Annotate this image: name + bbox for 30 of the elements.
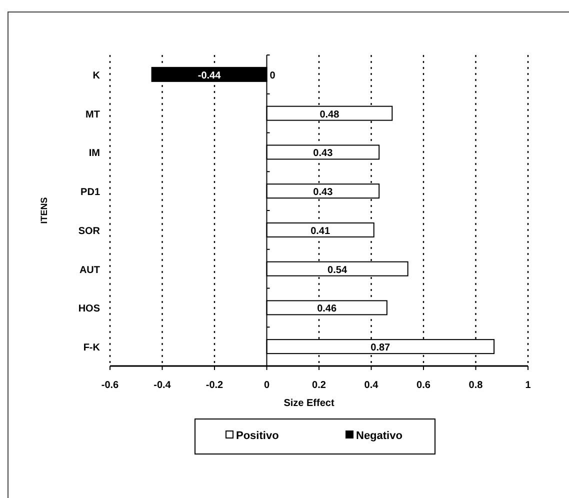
y-axis-title: ITENS <box>39 197 49 224</box>
y-tick-label: SOR <box>78 226 101 237</box>
y-tick-label: K <box>92 70 101 82</box>
legend-label: Negativo <box>356 430 403 442</box>
x-tick-label: -0.4 <box>154 380 172 391</box>
y-tick-label: AUT <box>79 264 100 276</box>
x-axis-title: Size Effect <box>284 398 335 409</box>
data-label: 0.41 <box>310 226 330 237</box>
legend-label: Positivo <box>236 430 280 442</box>
x-tick-label: 0.2 <box>312 380 326 391</box>
x-tick-label: -0.6 <box>101 380 120 391</box>
x-tick-label: -0.2 <box>206 380 224 391</box>
x-tick-label: 0.8 <box>468 380 484 391</box>
x-tick-label: 0.6 <box>416 380 431 391</box>
data-label: 0.46 <box>317 304 338 315</box>
data-label: 0 <box>270 70 276 82</box>
data-label: -0.44 <box>198 70 222 82</box>
data-label: 0.43 <box>313 148 334 160</box>
data-label: 0.87 <box>370 342 391 354</box>
data-label: 0.43 <box>313 187 334 198</box>
y-tick-label: IM <box>88 148 100 160</box>
x-tick-label: 0 <box>264 380 270 391</box>
data-label: 0.48 <box>320 109 340 120</box>
x-tick-label: 0.4 <box>364 380 379 391</box>
y-tick-label: F-K <box>83 342 101 354</box>
data-label: 0.54 <box>328 264 348 276</box>
y-tick-label: PD1 <box>80 187 100 198</box>
y-tick-label: HOS <box>78 304 100 315</box>
y-tick-label: MT <box>86 109 100 120</box>
x-tick-label: 1 <box>525 380 532 391</box>
